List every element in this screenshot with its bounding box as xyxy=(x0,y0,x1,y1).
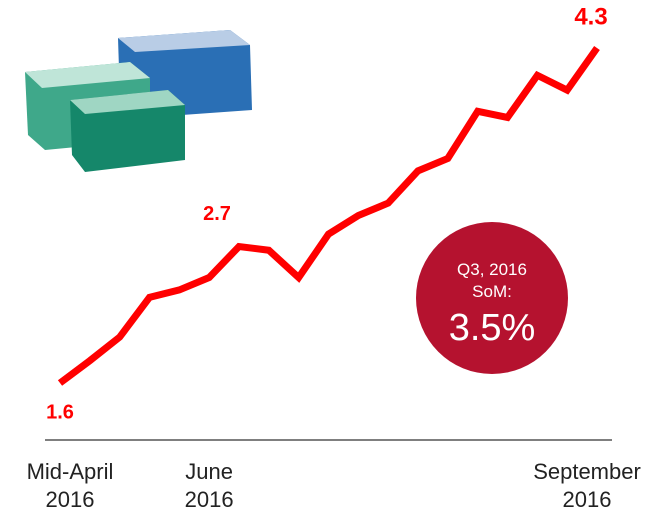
product-image xyxy=(25,30,252,172)
chart: Q3, 2016SoM: 3.5% 1.62.74.3 xyxy=(0,0,666,514)
x-tick-label: September 2016 xyxy=(517,458,657,514)
data-label: 1.6 xyxy=(46,401,74,423)
page: Q3, 2016SoM: 3.5% 1.62.74.3 Mid-April 20… xyxy=(0,0,666,514)
x-tick-label: June 2016 xyxy=(139,458,279,514)
badge-value: 3.5% xyxy=(449,307,536,349)
x-tick-label: Mid-April 2016 xyxy=(0,458,140,514)
data-label: 4.3 xyxy=(574,3,607,30)
data-label: 2.7 xyxy=(203,203,231,225)
